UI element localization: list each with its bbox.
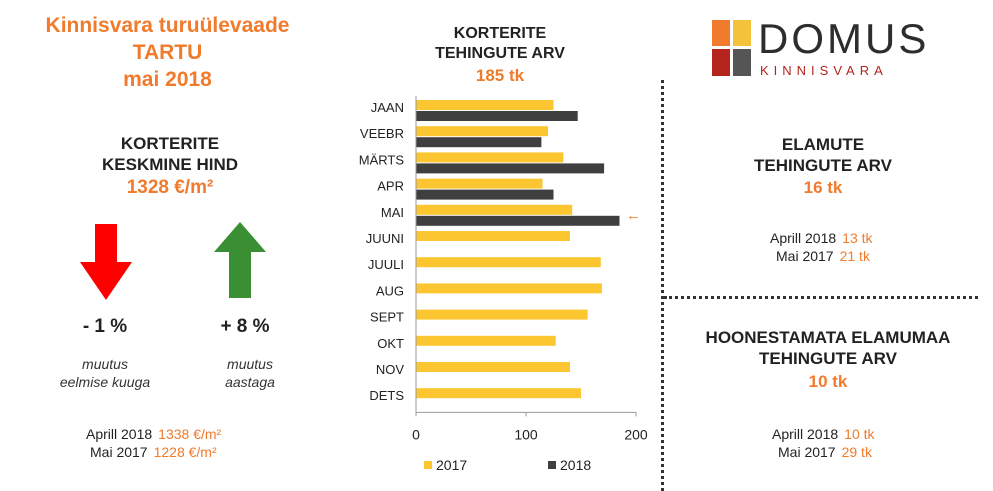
price-ref-row: Aprill 2018 1338 €/m² <box>86 425 221 443</box>
monthly-change: - 1 % <box>82 316 128 337</box>
bar-2017-mai <box>416 204 573 215</box>
price-heading-line1: KORTERITE <box>120 134 220 153</box>
houses-ref-row: Aprill 2018 13 tk <box>770 229 873 247</box>
bar-2017-veebr <box>416 126 548 137</box>
chart-total: 185 tk <box>475 66 525 85</box>
land-ref2-value: 29 tk <box>841 444 872 460</box>
legend-swatch-2018 <box>548 461 556 469</box>
legend-label-2018: 2018 <box>560 457 591 473</box>
yearly-note-line2: aastaga <box>225 374 275 390</box>
bar-2018-märts <box>416 163 605 174</box>
chart-heading-line1: KORTERITE <box>453 25 547 42</box>
land-ref-row: Aprill 2018 10 tk <box>772 425 875 443</box>
report-title-line1: Kinnisvara turuülevaade <box>45 14 290 37</box>
yearly-note-line1: muutus <box>227 356 273 372</box>
category-label: MÄRTS <box>359 152 405 167</box>
category-label: VEEBR <box>360 126 404 141</box>
report-title: Kinnisvara turuülevaade TARTU mai 2018 <box>0 12 335 93</box>
houses-ref2-label: Mai 2017 <box>776 248 834 264</box>
category-label: JUUNI <box>366 231 404 246</box>
bar-2017-dets <box>416 388 581 399</box>
houses-reference: Aprill 2018 13 tk Mai 2017 21 tk <box>770 229 873 265</box>
monthly-note-line1: muutus <box>82 356 128 372</box>
category-label: DETS <box>369 388 404 403</box>
logo-subtitle: KINNISVARA <box>760 63 888 78</box>
report-title-line3: mai 2018 <box>123 68 212 91</box>
down-arrow-icon <box>80 224 132 300</box>
land-ref-row: Mai 2017 29 tk <box>772 443 875 461</box>
bar-2017-sept <box>416 309 588 320</box>
category-label: NOV <box>376 362 405 377</box>
logo-name: DOMUS <box>758 15 930 62</box>
houses-value: 16 tk <box>803 178 843 197</box>
price-ref1-value: 1338 €/m² <box>158 426 222 442</box>
houses-ref2-value: 21 tk <box>839 248 870 264</box>
houses-heading-line2: TEHINGUTE ARV <box>754 156 892 175</box>
bar-2017-apr <box>416 178 543 189</box>
bar-2017-nov <box>416 362 570 372</box>
legend-swatch-2017 <box>424 461 432 469</box>
chart-heading-line2: TEHINGUTE ARV <box>435 45 565 62</box>
price-ref1-label: Aprill 2018 <box>86 426 153 442</box>
bar-2017-aug <box>416 283 602 294</box>
land-ref2-label: Mai 2017 <box>778 444 836 460</box>
bar-2018-jaan <box>416 111 578 121</box>
land-ref1-value: 10 tk <box>844 426 875 442</box>
price-heading-line2: KESKMINE HIND <box>101 155 238 174</box>
land-heading: HOONESTAMATA ELAMUMAA TEHINGUTE ARV <box>668 327 988 369</box>
land-heading-line1: HOONESTAMATA ELAMUMAA <box>705 328 951 347</box>
price-value: 1328 €/m² <box>126 177 214 198</box>
x-tick-label: 100 <box>514 426 538 442</box>
land-ref1-label: Aprill 2018 <box>772 426 839 442</box>
category-label: APR <box>377 179 404 194</box>
category-label: OKT <box>377 336 404 351</box>
land-value: 10 tk <box>808 372 848 391</box>
bar-2018-apr <box>416 189 554 200</box>
x-tick-label: 0 <box>412 426 420 442</box>
category-label: JUULI <box>368 257 404 272</box>
bar-2017-jaan <box>416 100 554 110</box>
houses-heading-line1: ELAMUTE <box>781 135 865 154</box>
bar-2017-juuli <box>416 257 601 268</box>
vertical-divider <box>661 80 664 491</box>
price-heading: KORTERITE KESKMINE HIND <box>40 133 300 175</box>
domus-logo-mark-icon <box>712 20 751 76</box>
category-label: JAAN <box>371 100 404 115</box>
yearly-change: + 8 % <box>220 316 270 337</box>
category-label: SEPT <box>370 310 404 325</box>
horizontal-divider <box>664 296 978 299</box>
houses-ref1-value: 13 tk <box>842 230 873 246</box>
houses-heading: ELAMUTE TEHINGUTE ARV <box>668 134 978 176</box>
price-ref-row: Mai 2017 1228 €/m² <box>86 443 221 461</box>
report-title-line2: TARTU <box>132 41 203 64</box>
houses-ref-row: Mai 2017 21 tk <box>770 247 873 265</box>
chart-heading: KORTERITE TEHINGUTE ARV <box>400 24 600 64</box>
houses-ref1-label: Aprill 2018 <box>770 230 837 246</box>
bar-2017-juuni <box>416 231 570 241</box>
bar-2017-okt <box>416 335 556 346</box>
category-label: AUG <box>376 283 404 298</box>
category-label: MAI <box>381 205 404 220</box>
land-reference: Aprill 2018 10 tk Mai 2017 29 tk <box>772 425 875 461</box>
bar-2017-märts <box>416 152 564 163</box>
monthly-change-note: muutus eelmise kuuga <box>30 355 180 391</box>
bar-2018-veebr <box>416 137 542 148</box>
legend-label-2017: 2017 <box>436 457 467 473</box>
bar-2018-mai <box>416 215 620 226</box>
price-ref2-value: 1228 €/m² <box>153 444 217 460</box>
monthly-note-line2: eelmise kuuga <box>59 374 151 390</box>
price-ref2-label: Mai 2017 <box>90 444 148 460</box>
price-reference: Aprill 2018 1338 €/m² Mai 2017 1228 €/m² <box>86 425 221 461</box>
highlight-arrow-icon: ← <box>626 207 641 224</box>
yearly-change-note: muutus aastaga <box>175 355 325 391</box>
bar-chart: JAAN VEEBR MÄRTS APR MAI ← JUUNI JUULI AUG SEPT OK… <box>359 96 648 473</box>
land-heading-line2: TEHINGUTE ARV <box>759 349 897 368</box>
up-arrow-icon <box>214 222 266 298</box>
x-tick-label: 200 <box>624 426 648 442</box>
